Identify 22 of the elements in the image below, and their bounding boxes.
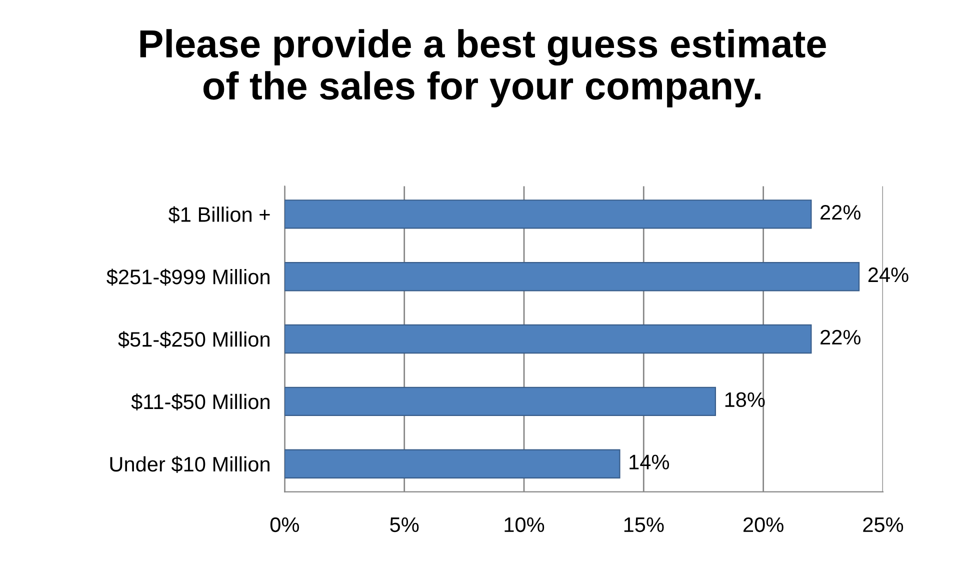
bar bbox=[284, 200, 812, 229]
x-tick-label: 0% bbox=[270, 517, 299, 532]
y-tick-label: $251-$999 Million bbox=[106, 268, 270, 286]
y-tick-label: $51-$250 Million bbox=[118, 331, 270, 348]
y-tick-label: $1 Billion + bbox=[168, 206, 270, 224]
bar bbox=[284, 262, 860, 292]
x-tick-label: 25% bbox=[863, 517, 904, 532]
bar bbox=[284, 386, 716, 416]
x-tick-label: 10% bbox=[504, 517, 544, 532]
x-tick-label: 15% bbox=[624, 517, 664, 532]
data-label: 14% bbox=[630, 454, 670, 470]
bar bbox=[284, 449, 620, 478]
bar bbox=[284, 324, 812, 354]
data-label: 22% bbox=[820, 205, 860, 220]
x-tick-label: 20% bbox=[744, 517, 784, 532]
data-label: 22% bbox=[820, 330, 860, 345]
data-label: 18% bbox=[725, 392, 765, 408]
x-tick-label: 5% bbox=[390, 517, 419, 532]
y-tick-label: $11-$50 Million bbox=[131, 394, 270, 410]
chart-title: Please provide a best guess estimate of the sales for your company. bbox=[140, 29, 826, 108]
data-label: 24% bbox=[868, 267, 908, 282]
y-tick-label: Under $10 Million bbox=[110, 456, 270, 473]
